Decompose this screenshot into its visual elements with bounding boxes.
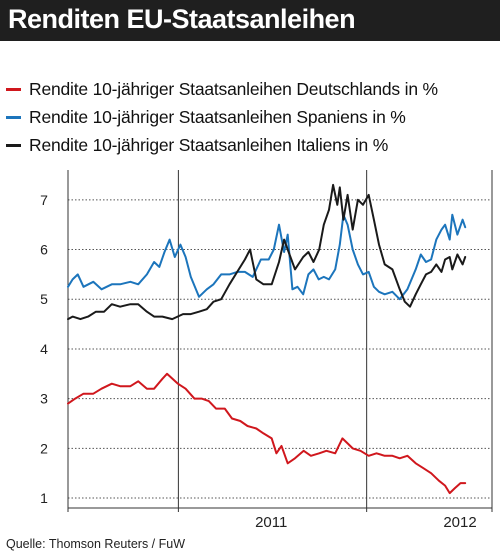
legend-item-italy: Rendite 10-jähriger Staatsanleihen Itali…	[6, 132, 388, 158]
legend-swatch-italy	[6, 143, 21, 147]
y-tick-label-1: 1	[40, 490, 48, 506]
y-tick-label-3: 3	[40, 391, 48, 407]
y-tick-label-7: 7	[40, 192, 48, 208]
x-tick-label-2011: 2011	[255, 514, 287, 531]
legend-swatch-spain	[6, 115, 21, 119]
legend-label-spain: Rendite 10-jähriger Staatsanleihen Spani…	[29, 106, 406, 127]
y-tick-label-5: 5	[40, 291, 48, 307]
legend-label-italy: Rendite 10-jähriger Staatsanleihen Itali…	[29, 134, 389, 155]
y-tick-label-6: 6	[40, 242, 48, 258]
source-note: Quelle: Thomson Reuters / FuW	[6, 537, 186, 551]
line-chart: 1 2 3 4 5 6 7 2011 2012	[40, 170, 493, 531]
legend-item-germany: Rendite 10-jähriger Staatsanleihen Deuts…	[6, 76, 438, 102]
series-line-italy	[67, 183, 467, 321]
series-line-spain	[67, 213, 467, 301]
series-line-germany	[67, 372, 467, 495]
title-bar: Renditen EU-Staatsanleihen	[0, 0, 500, 41]
y-tick-label-2: 2	[40, 440, 48, 456]
legend-swatch-germany	[6, 87, 21, 91]
legend-label-germany: Rendite 10-jähriger Staatsanleihen Deuts…	[29, 78, 438, 99]
chart-title: Renditen EU-Staatsanleihen	[8, 4, 356, 34]
legend-item-spain: Rendite 10-jähriger Staatsanleihen Spani…	[6, 104, 406, 130]
x-tick-label-2012: 2012	[443, 514, 476, 531]
y-tick-label-4: 4	[40, 341, 48, 357]
